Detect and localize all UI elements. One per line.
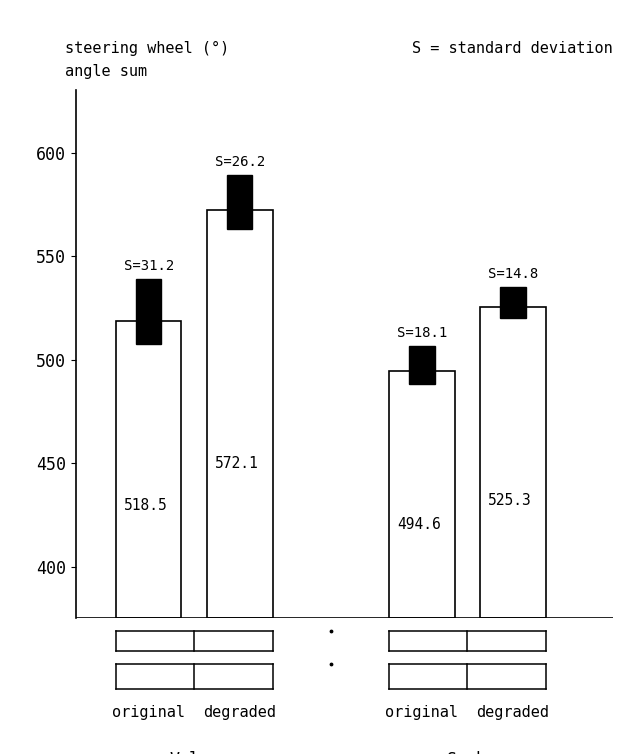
Bar (500, 287, 526, 318)
Text: S=26.2: S=26.2 (215, 155, 265, 169)
Text: original: original (112, 705, 185, 720)
Text: degraded: degraded (477, 705, 549, 720)
Text: Volvo: Volvo (169, 751, 219, 754)
Text: S=14.8: S=14.8 (488, 267, 538, 281)
Text: steering wheel (°): steering wheel (°) (65, 41, 229, 57)
Text: original: original (386, 705, 458, 720)
Text: 494.6: 494.6 (397, 516, 441, 532)
Text: degraded: degraded (204, 705, 276, 720)
Text: S = standard deviation: S = standard deviation (412, 41, 613, 57)
Text: angle sum: angle sum (65, 64, 147, 79)
Text: S=18.1: S=18.1 (397, 326, 447, 340)
Bar (207, 210, 272, 618)
Bar (389, 371, 454, 618)
Bar (480, 307, 545, 618)
Text: 518.5: 518.5 (124, 498, 167, 513)
Bar (227, 175, 252, 229)
Bar (116, 321, 181, 618)
Text: 525.3: 525.3 (488, 492, 532, 507)
Bar (136, 279, 161, 344)
Text: S=31.2: S=31.2 (124, 259, 174, 273)
Text: Saab: Saab (447, 751, 487, 754)
Bar (409, 346, 435, 384)
Text: 572.1: 572.1 (215, 455, 258, 470)
